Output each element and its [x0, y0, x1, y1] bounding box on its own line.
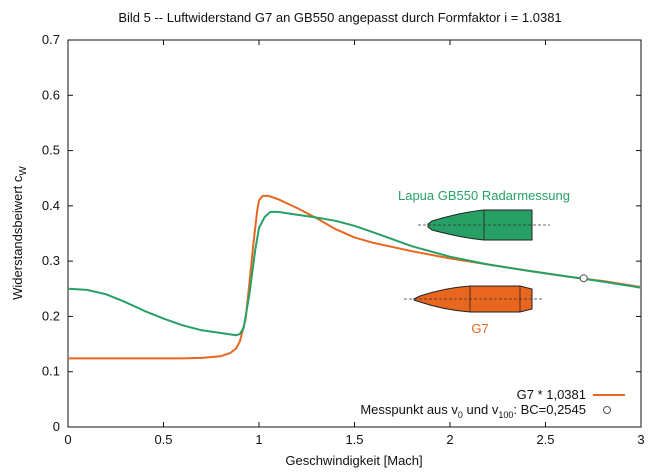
annotation-g7: G7 — [471, 321, 488, 336]
x-tick-label: 2.5 — [536, 432, 554, 447]
g7-bullet-icon — [404, 285, 542, 313]
x-tick-label: 1 — [255, 432, 262, 447]
y-tick-label: 0.7 — [42, 32, 60, 47]
series-line-1 — [67, 210, 642, 337]
legend-label-g7: G7 * 1,0381 — [517, 387, 586, 402]
legend-marker-messpunkt — [603, 406, 611, 414]
x-axis-label: Geschwindigkeit [Mach] — [285, 453, 422, 468]
y-tick-label: 0 — [53, 419, 60, 434]
y-tick-label: 0.5 — [42, 143, 60, 158]
y-tick-label: 0.3 — [42, 253, 60, 268]
chart-title: Bild 5 -- Luftwiderstand G7 an GB550 ang… — [118, 10, 561, 25]
x-tick-label: 2 — [446, 432, 453, 447]
y-tick-label: 0.1 — [42, 364, 60, 379]
y-tick-label: 0.2 — [42, 308, 60, 323]
x-tick-label: 0.5 — [154, 432, 172, 447]
x-tick-label: 1.5 — [345, 432, 363, 447]
series-line-0 — [68, 194, 642, 360]
legend: G7 * 1,0381 Messpunkt aus v0 und v100: B… — [360, 387, 625, 420]
y-axis-label: Widerstandsbeiwert cW — [10, 166, 29, 300]
data-point-messpunkt — [579, 274, 588, 283]
x-tick-label: 0 — [64, 432, 71, 447]
axis-ticks: 0 0.5 1 1.5 2 2.5 3 0 0.1 0.2 0.3 0.4 0.5 0.6 0.7 — [42, 32, 645, 447]
annotation-gb550: Lapua GB550 Radarmessung — [398, 188, 570, 203]
gb550-bullet-icon — [418, 209, 550, 241]
y-tick-label: 0.4 — [42, 198, 60, 213]
y-tick-label: 0.6 — [42, 87, 60, 102]
x-tick-label: 3 — [637, 432, 644, 447]
legend-label-messpunkt: Messpunkt aus v0 und v100: BC=0,2545 — [360, 402, 586, 420]
plot-frame — [67, 39, 642, 428]
series-layer — [67, 194, 642, 360]
